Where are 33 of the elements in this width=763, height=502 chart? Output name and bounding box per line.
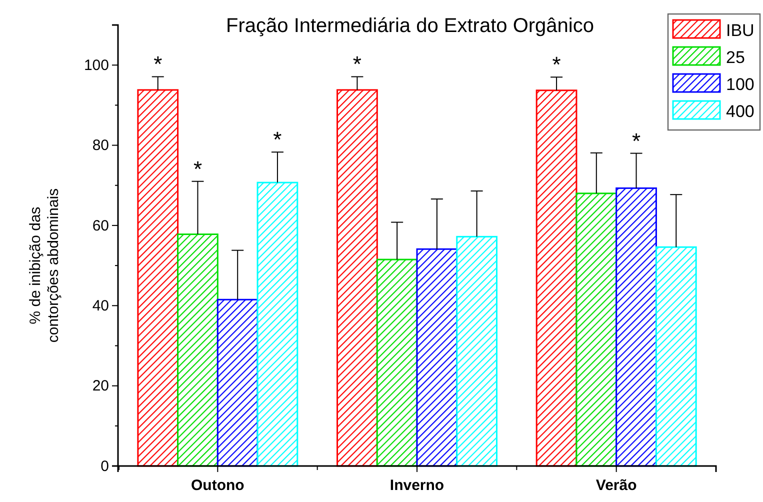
bar (536, 90, 578, 467)
bar (137, 89, 179, 467)
data-label: * (193, 156, 202, 182)
bar (216, 298, 258, 467)
x-tick-label: Outono (191, 477, 244, 494)
x-tick-label: Verão (596, 477, 637, 494)
data-label: * (352, 52, 362, 77)
y-axis-title: % de inibição das contorções abdominais (27, 188, 62, 343)
chart-title: Fração Intermediária do Extrato Orgânico (226, 15, 594, 37)
data-label: * (552, 52, 562, 78)
bar (376, 258, 418, 467)
bar (416, 248, 458, 467)
y-tick-label: 100 (84, 56, 109, 74)
data-label: * (273, 127, 282, 152)
y-tick-label: 40 (92, 297, 109, 314)
y-tick-label: 0 (100, 458, 109, 475)
bar (336, 89, 378, 467)
bar (576, 192, 618, 467)
bar (256, 182, 298, 467)
data-label: * (632, 128, 641, 154)
legend-label: 100 (726, 75, 754, 94)
y-tick-label: 80 (92, 137, 109, 154)
y-tick-label: 60 (92, 217, 109, 234)
legend-label: 25 (726, 48, 745, 67)
y-tick-label: 20 (92, 378, 109, 395)
x-tick-label: Inverno (390, 477, 444, 494)
legend-label: IBU (726, 21, 754, 40)
bar (616, 187, 657, 467)
bar (456, 236, 498, 467)
legend-label: 400 (726, 102, 754, 121)
bar (177, 234, 218, 467)
bar (655, 246, 697, 467)
data-label: * (154, 52, 163, 77)
